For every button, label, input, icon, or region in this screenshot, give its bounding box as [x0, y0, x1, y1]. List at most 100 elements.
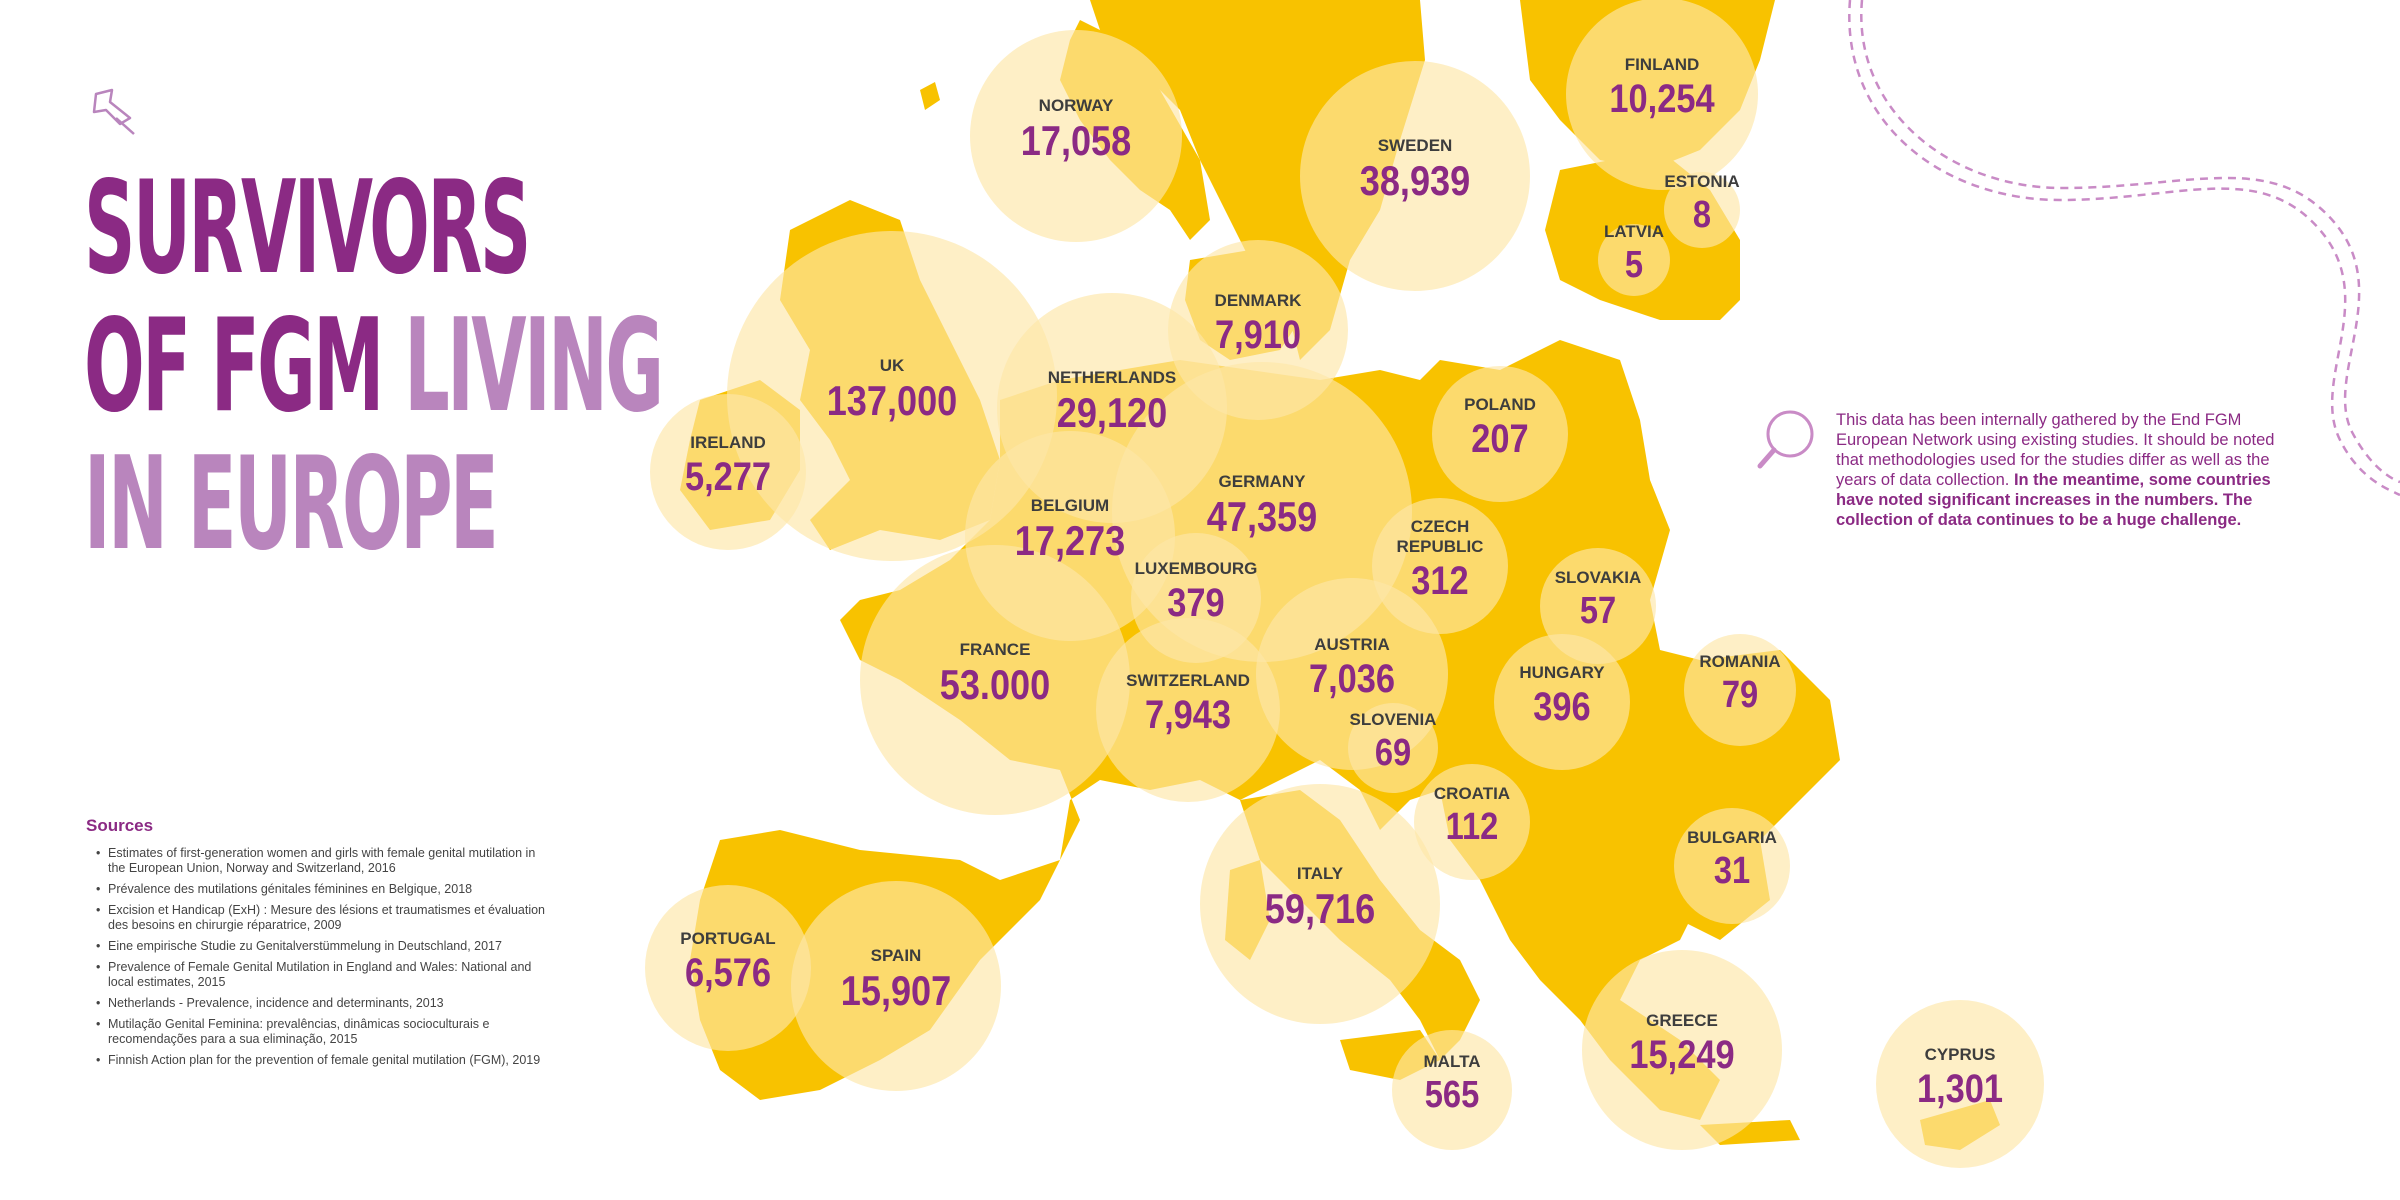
country-value-germany: 47,359: [1207, 495, 1317, 541]
bubble-latvia: [1598, 224, 1670, 296]
bubble-malta: [1392, 1030, 1512, 1150]
country-name-luxembourg: LUXEMBOURG: [1135, 559, 1258, 578]
push-pin-icon: [92, 88, 135, 135]
country-value-portugal: 6,576: [685, 950, 771, 995]
country-name-estonia: ESTONIA: [1664, 172, 1739, 191]
source-item: Excision et Handicap (ExH) : Mesure des …: [96, 903, 556, 933]
country-name-netherlands: NETHERLANDS: [1048, 368, 1176, 387]
land-islet: [920, 82, 940, 110]
country-name-czech: CZECH: [1411, 517, 1470, 536]
data-note-normal: This data has been internally gathered b…: [1836, 411, 2275, 489]
country-value-greece: 15,249: [1629, 1032, 1734, 1077]
country-name-malta: MALTA: [1424, 1052, 1481, 1071]
country-name-finland: FINLAND: [1625, 55, 1700, 74]
bubble-cyprus: [1876, 1000, 2044, 1168]
bubble-spain: [791, 881, 1001, 1091]
sources-list: Estimates of first-generation women and …: [96, 846, 556, 1074]
country-value-slovakia: 57: [1580, 589, 1616, 632]
country-name-spain: SPAIN: [871, 946, 922, 965]
country-name-denmark: DENMARK: [1215, 291, 1303, 310]
bubble-uk: [727, 231, 1057, 561]
source-item: Finnish Action plan for the prevention o…: [96, 1053, 556, 1068]
country-value-sweden: 38,939: [1360, 159, 1470, 205]
country-value-latvia: 5: [1625, 243, 1643, 286]
country-name-latvia: LATVIA: [1604, 222, 1664, 241]
country-name-poland: POLAND: [1464, 395, 1536, 414]
title-line-1: SURVIVORS: [84, 154, 531, 303]
country-value-luxembourg: 379: [1167, 580, 1224, 625]
bubble-romania: [1684, 634, 1796, 746]
bubble-layer: [645, 0, 2044, 1168]
country-name-belgium: BELGIUM: [1031, 496, 1109, 515]
country-value-ireland: 5,277: [685, 454, 771, 499]
country-name-switzerland: SWITZERLAND: [1126, 671, 1250, 690]
source-item: Netherlands - Prevalence, incidence and …: [96, 996, 556, 1011]
page-title: SURVIVORS OF FGM LIVING IN EUROPE: [84, 154, 664, 579]
country-value-france: 53.000: [940, 663, 1050, 709]
country-value-estonia: 8: [1693, 193, 1711, 236]
country-name-slovenia: SLOVENIA: [1350, 710, 1437, 729]
country-value-czech: 312: [1411, 558, 1468, 603]
country-value-uk: 137,000: [827, 379, 958, 425]
country-value-poland: 207: [1471, 416, 1528, 461]
bubble-croatia: [1414, 764, 1530, 880]
country-name-cyprus: CYPRUS: [1925, 1045, 1996, 1064]
country-name-slovakia: SLOVAKIA: [1555, 568, 1642, 587]
bubble-sweden: [1300, 61, 1530, 291]
country-value-slovenia: 69: [1375, 731, 1411, 774]
country-value-romania: 79: [1722, 673, 1758, 716]
country-value-switzerland: 7,943: [1145, 692, 1231, 737]
country-value-austria: 7,036: [1309, 656, 1395, 701]
bubble-switzerland: [1096, 618, 1280, 802]
country-name-bulgaria: BULGARIA: [1687, 828, 1777, 847]
magnifier-icon: [1757, 410, 1814, 469]
title-line-3: IN EUROPE: [84, 430, 499, 579]
country-value-bulgaria: 31: [1714, 849, 1750, 892]
country-value-denmark: 7,910: [1215, 312, 1301, 357]
country-name-uk: UK: [880, 356, 905, 375]
sources-heading: Sources: [86, 816, 154, 835]
country-name-austria: AUSTRIA: [1314, 635, 1390, 654]
country-name-germany: GERMANY: [1219, 472, 1307, 491]
country-value-hungary: 396: [1533, 684, 1590, 729]
country-value-italy: 59,716: [1265, 887, 1375, 933]
data-note: This data has been internally gathered b…: [1836, 410, 2276, 530]
country-value-spain: 15,907: [841, 969, 951, 1015]
bubble-slovenia: [1348, 703, 1438, 793]
country-name-portugal: PORTUGAL: [680, 929, 775, 948]
country-name-france: FRANCE: [960, 640, 1031, 659]
country-name-sweden: SWEDEN: [1378, 136, 1453, 155]
country-value-belgium: 17,273: [1015, 519, 1125, 565]
source-item: Mutilação Genital Feminina: prevalências…: [96, 1017, 556, 1047]
bubble-portugal: [645, 885, 811, 1051]
title-line-2-light: LIVING: [404, 292, 664, 441]
country-name-hungary: HUNGARY: [1519, 663, 1605, 682]
country-name-ireland: IRELAND: [690, 433, 766, 452]
country-name-greece: GREECE: [1646, 1011, 1718, 1030]
country-value-croatia: 112: [1446, 805, 1499, 848]
source-item: Eine empirische Studie zu Genitalverstüm…: [96, 939, 556, 954]
bubble-norway: [970, 30, 1182, 242]
bubble-italy: [1200, 784, 1440, 1024]
country-name-romania: ROMANIA: [1699, 652, 1780, 671]
country-name-croatia: CROATIA: [1434, 784, 1510, 803]
country-value-cyprus: 1,301: [1917, 1066, 2003, 1111]
bubble-france: [860, 545, 1130, 815]
bubble-hungary: [1494, 634, 1630, 770]
source-item: Estimates of first-generation women and …: [96, 846, 556, 876]
country-name-italy: ITALY: [1297, 864, 1344, 883]
title-line-2-dark: OF FGM: [84, 292, 405, 441]
country-value-finland: 10,254: [1609, 76, 1714, 121]
country-value-norway: 17,058: [1021, 119, 1131, 165]
country-value-malta: 565: [1425, 1073, 1480, 1116]
bubble-poland: [1432, 366, 1568, 502]
data-note-bold: In the meantime, some countries have not…: [1836, 471, 2271, 529]
source-item: Prevalence of Female Genital Mutilation …: [96, 960, 556, 990]
bubble-ireland: [650, 394, 806, 550]
source-item: Prévalence des mutilations génitales fém…: [96, 882, 556, 897]
bubble-finland: [1566, 0, 1758, 190]
bubble-greece: [1582, 950, 1782, 1150]
country-value-netherlands: 29,120: [1057, 391, 1167, 437]
dashed-route-decoration: [1848, 0, 2400, 497]
